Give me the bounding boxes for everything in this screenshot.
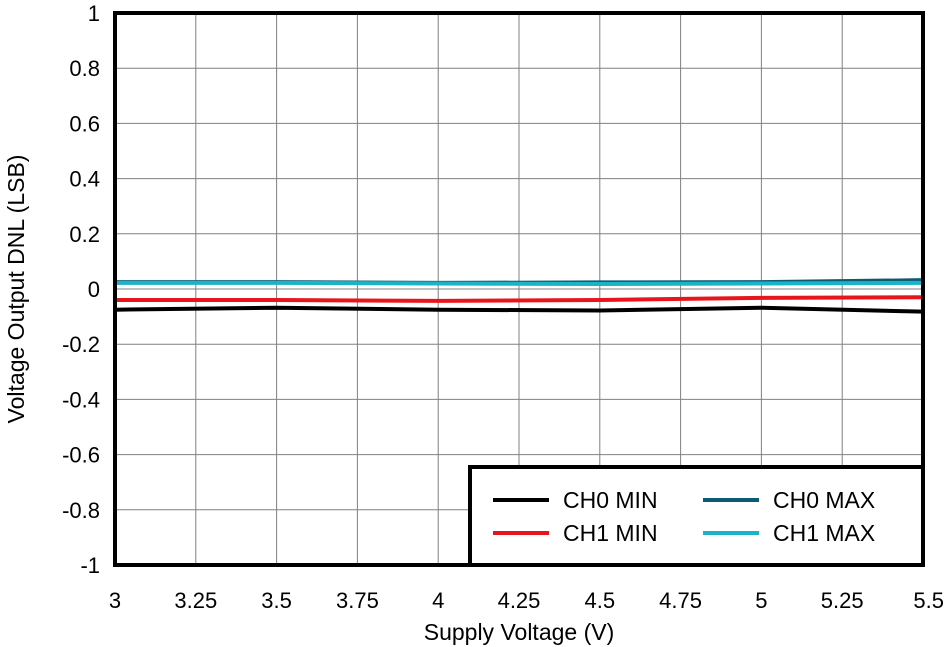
legend-label-ch1-max: CH1 MAX: [773, 520, 875, 546]
x-tick-labels: 3 3.25 3.5 3.75 4 4.25 4.5 4.75 5 5.25 5.5: [109, 588, 944, 613]
x-tick-label: 3.75: [336, 588, 379, 613]
y-axis-label: Voltage Output DNL (LSB): [3, 155, 29, 424]
y-tick-label: -0.6: [62, 443, 100, 468]
y-tick-label: 0: [88, 277, 100, 302]
x-tick-label: 4.25: [498, 588, 541, 613]
x-tick-label: 5.5: [913, 588, 944, 613]
x-tick-label: 3.5: [261, 588, 292, 613]
y-tick-label: 1: [88, 1, 100, 26]
x-tick-label: 3: [109, 588, 121, 613]
x-tick-label: 4.5: [585, 588, 616, 613]
legend-box: [468, 465, 925, 567]
legend-label-ch1-min: CH1 MIN: [563, 520, 658, 546]
y-tick-label: 0.4: [69, 167, 100, 192]
series-line-ch1-max: [115, 280, 924, 287]
series-line-ch0-min: [114, 305, 924, 314]
y-tick-label: -0.2: [62, 332, 100, 357]
y-tick-label: 0.2: [69, 222, 100, 247]
y-tick-label: -0.4: [62, 387, 100, 412]
legend: CH0 MIN CH0 MAX CH1 MIN CH1 MAX: [468, 465, 925, 567]
y-tick-label: -1: [80, 553, 100, 578]
x-tick-label: 4.75: [659, 588, 702, 613]
x-tick-label: 5: [755, 588, 767, 613]
x-axis-label: Supply Voltage (V): [424, 619, 615, 645]
legend-label-ch0-max: CH0 MAX: [773, 487, 875, 513]
series-lines: [114, 278, 924, 314]
x-tick-label: 3.25: [174, 588, 217, 613]
y-tick-labels: 1 0.8 0.6 0.4 0.2 0 -0.2 -0.4 -0.6 -0.8 -1: [62, 1, 100, 578]
x-tick-label: 5.25: [821, 588, 864, 613]
y-tick-label: 0.8: [69, 56, 100, 81]
y-tick-label: -0.8: [62, 498, 100, 523]
x-tick-label: 4: [432, 588, 444, 613]
series-line-ch1-min: [115, 295, 924, 303]
y-tick-label: 0.6: [69, 111, 100, 136]
legend-label-ch0-min: CH0 MIN: [563, 487, 658, 513]
